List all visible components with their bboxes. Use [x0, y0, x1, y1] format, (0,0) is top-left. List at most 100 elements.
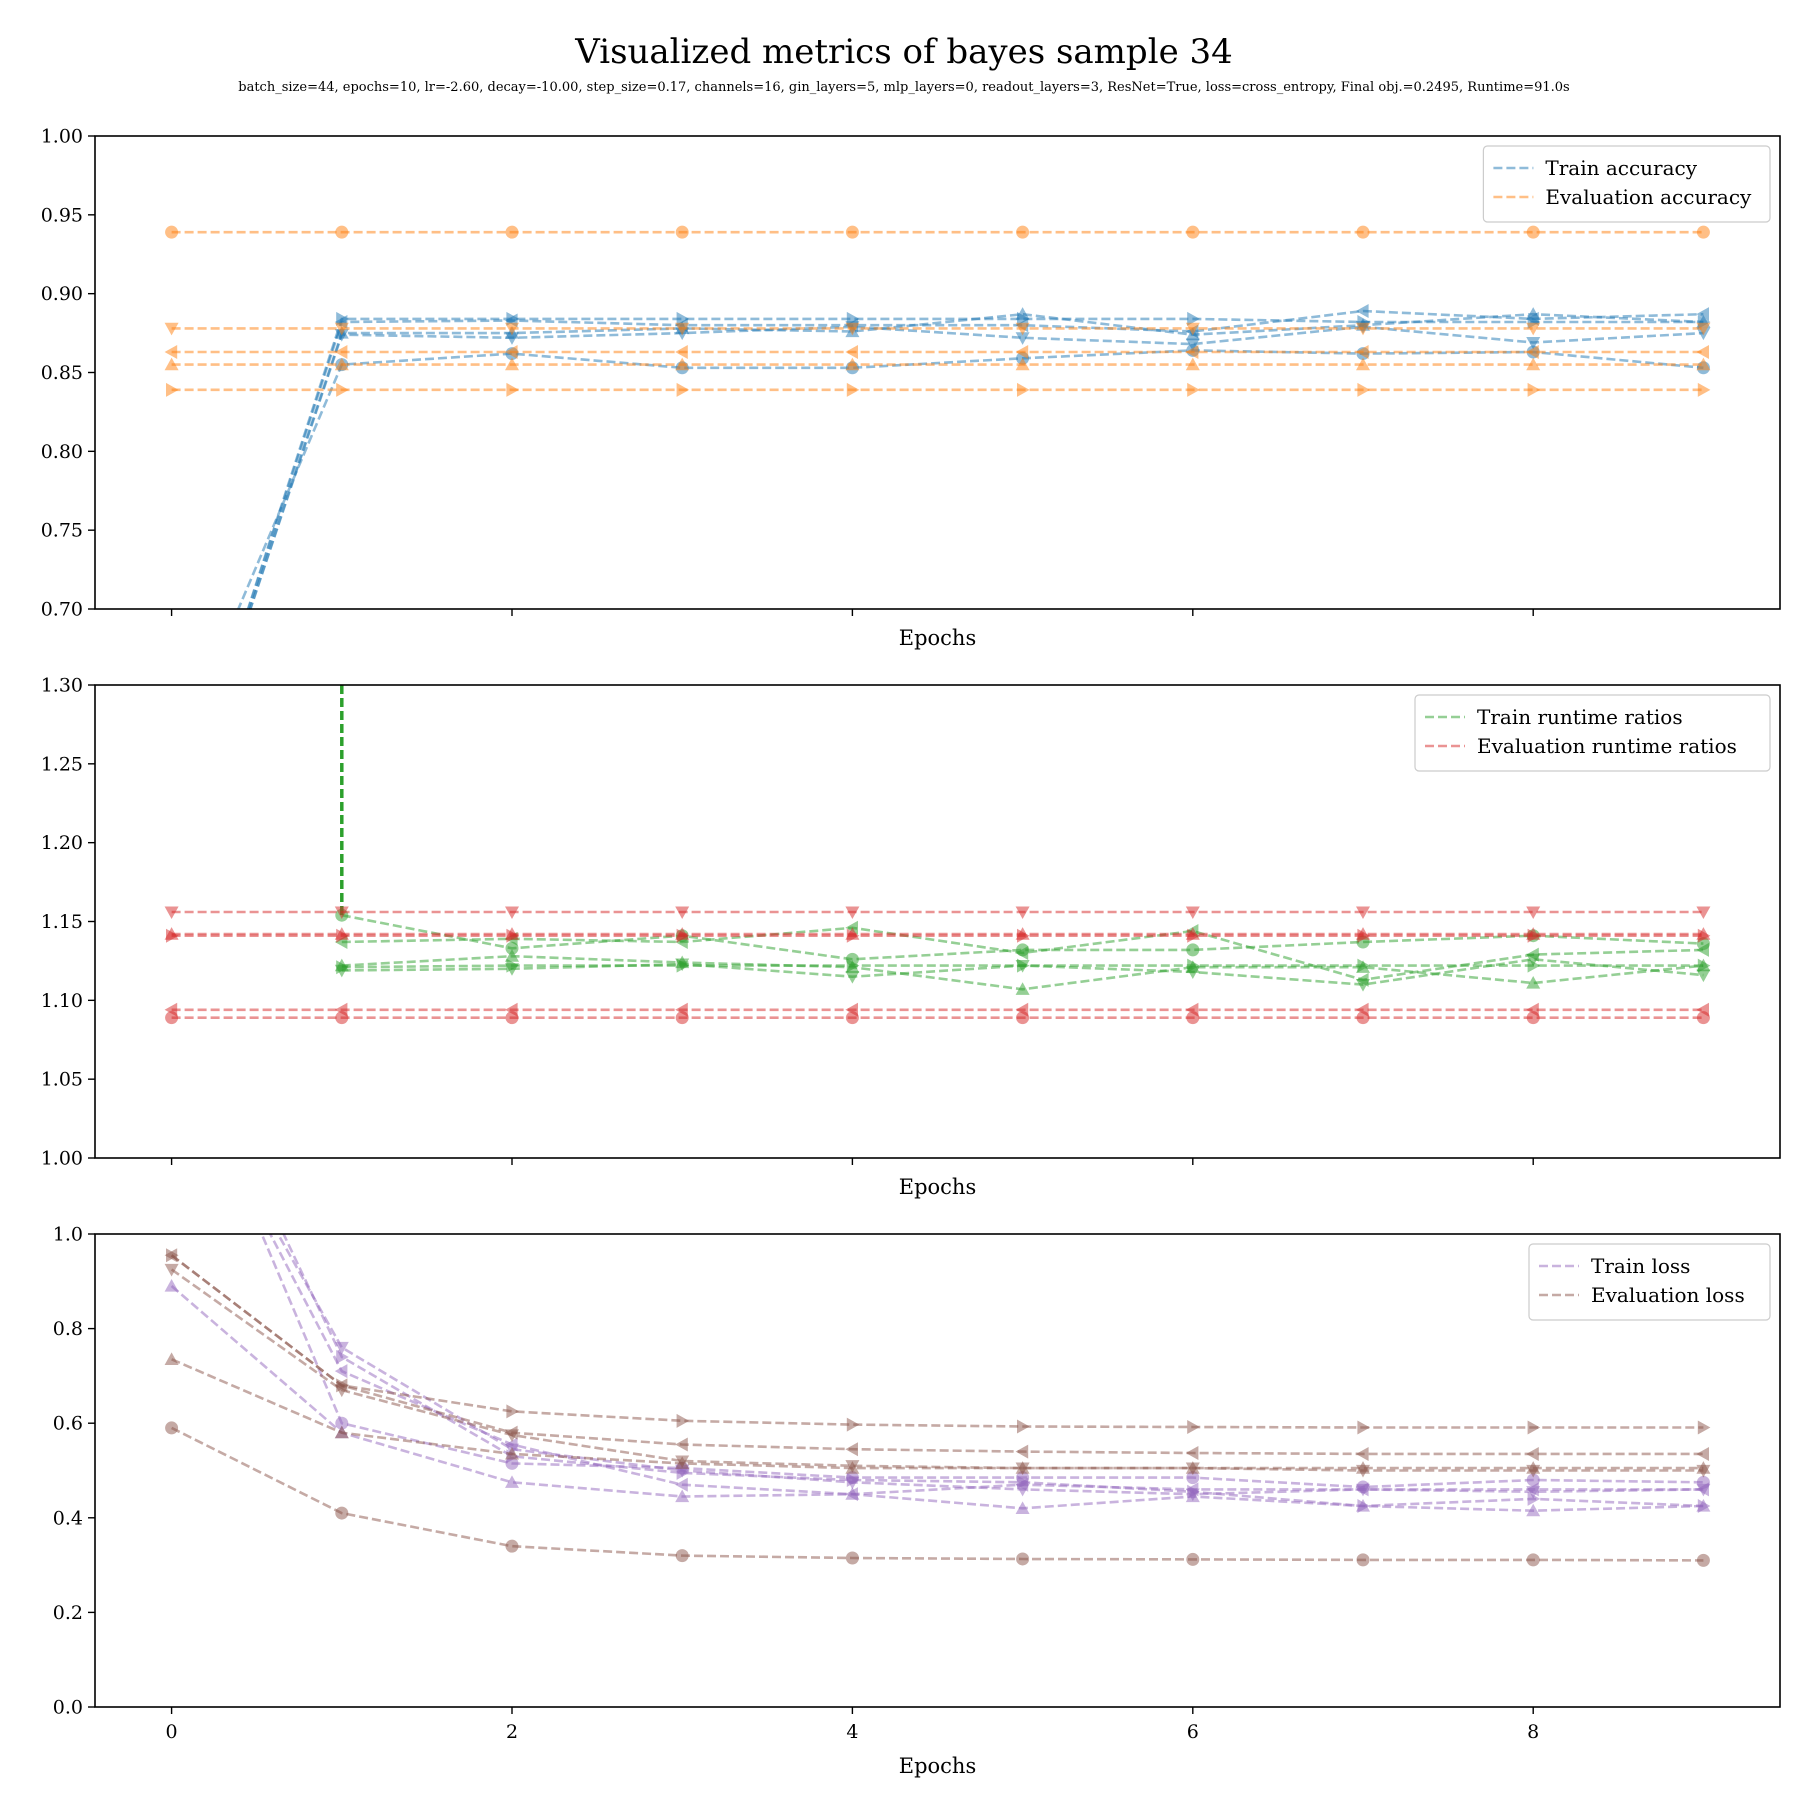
series-point-1-10-2	[505, 1011, 519, 1025]
series-point-2-4-0	[166, 991, 179, 1005]
series-point-1-4-7	[1357, 958, 1371, 973]
y-tick-label-0-3: 0.85	[41, 362, 83, 384]
series-point-1-3-4	[845, 971, 860, 984]
legend-2: Train loss Evaluation loss	[1528, 1243, 1771, 1321]
series-line-2-8	[170, 1254, 1704, 1456]
x-tick-label-2-1: 2	[506, 1721, 518, 1743]
series-point-1-6-1	[334, 906, 349, 920]
series-point-0-5-3	[675, 225, 689, 239]
series-point-2-7-0	[164, 1263, 179, 1277]
series-point-2-2-1	[334, 1341, 349, 1355]
plot-area-2	[164, 991, 1711, 1567]
series-point-1-6-9	[1696, 906, 1711, 920]
legend-label-1-1: Evaluation runtime ratios	[1477, 734, 1737, 758]
series-point-1-0-6	[1186, 943, 1200, 957]
series-point-0-6-3	[675, 322, 690, 336]
series-point-1-1-5	[1015, 946, 1029, 961]
series-point-2-4-8	[1527, 1491, 1541, 1506]
series-point-1-8-4	[846, 928, 860, 943]
series-point-1-4-3	[676, 958, 690, 973]
series-point-2-3-4	[845, 1487, 858, 1502]
series-point-1-3-8	[1526, 953, 1541, 967]
series-point-2-2-0	[165, 1039, 179, 1052]
series-point-0-4-6	[1187, 311, 1200, 326]
series-point-0-9-4	[846, 382, 860, 397]
chart-subtitle: batch_size=44, epochs=10, lr=-2.60, deca…	[238, 80, 1569, 95]
series-point-2-0-0	[164, 1279, 179, 1292]
y-tick-label-0-0: 0.70	[41, 599, 83, 621]
series-point-2-7-4	[845, 1460, 860, 1473]
series-point-0-1-0	[165, 839, 179, 852]
y-tick-label-1-1: 1.05	[41, 1069, 83, 1091]
series-point-0-2-0	[165, 840, 179, 853]
legend-label-1-0: Train runtime ratios	[1477, 705, 1683, 729]
series-point-2-7-3	[675, 1455, 690, 1469]
series-point-2-9-2	[506, 1404, 519, 1419]
series-point-0-9-6	[1187, 382, 1200, 397]
y-tick-label-1-3: 1.15	[41, 911, 83, 933]
series-point-1-2-5	[1015, 982, 1030, 995]
series-line-0-2	[249, 325, 1704, 609]
series-point-2-6-0	[164, 1352, 179, 1365]
x-tick-label-2-0: 0	[166, 1721, 178, 1743]
axes-frame-2	[94, 1233, 1781, 1708]
series-point-2-0-2	[504, 1475, 519, 1488]
legend-label-2-0: Train loss	[1591, 1254, 1690, 1278]
series-point-0-7-2	[504, 345, 518, 360]
series-point-0-5-5	[1016, 225, 1030, 239]
series-point-2-0-8	[1526, 1503, 1541, 1517]
series-point-0-4-0	[166, 839, 179, 853]
series-point-2-9-4	[846, 1417, 860, 1432]
series-point-0-9-2	[506, 382, 519, 397]
series-point-1-6-4	[845, 906, 860, 920]
series-point-2-6-1	[334, 1425, 349, 1439]
series-point-2-3-3	[675, 1477, 688, 1492]
series-point-0-7-3	[675, 345, 688, 360]
series-point-0-4-3	[676, 311, 690, 326]
series-point-2-1-8	[1526, 1473, 1540, 1487]
series-point-0-7-8	[1526, 345, 1539, 360]
legend-box-0	[1482, 145, 1771, 223]
series-point-0-4-1	[336, 311, 349, 326]
series-point-2-4-1	[336, 1349, 349, 1364]
series-point-0-5-8	[1526, 225, 1540, 239]
series-point-0-5-9	[1696, 225, 1710, 239]
series-point-0-3-7	[1356, 304, 1369, 319]
series-point-2-5-1	[335, 1506, 349, 1520]
y-tick-label-0-5: 0.95	[41, 204, 83, 226]
series-point-2-9-1	[336, 1378, 349, 1393]
series-point-2-5-7	[1356, 1553, 1370, 1567]
legend-box-2	[1528, 1243, 1771, 1321]
y-tick-label-1-5: 1.25	[41, 753, 83, 775]
series-point-1-8-7	[1357, 928, 1371, 943]
chart-title: Visualized metrics of bayes sample 34	[574, 32, 1233, 72]
series-point-1-10-7	[1356, 1011, 1370, 1025]
series-point-1-3-9	[1696, 969, 1711, 983]
series-point-0-2-6	[1185, 338, 1200, 352]
series-point-1-10-1	[335, 1011, 349, 1025]
y-tick-label-0-6: 1.00	[41, 126, 83, 148]
series-point-0-8-0	[164, 357, 179, 371]
series-point-2-9-5	[1017, 1419, 1030, 1434]
x-axis-label-0: Epochs	[899, 626, 976, 650]
series-point-2-7-9	[1696, 1464, 1711, 1478]
series-point-1-8-0	[165, 928, 179, 943]
series-line-2-4	[282, 1234, 1704, 1508]
series-point-2-3-0	[165, 1038, 178, 1052]
series-point-2-1-6	[1186, 1471, 1200, 1485]
series-point-0-8-9	[1696, 357, 1711, 371]
series-line-2-1	[260, 1234, 1704, 1489]
series-point-2-5-6	[1186, 1552, 1200, 1566]
series-point-2-3-9	[1696, 1482, 1710, 1497]
series-point-0-5-0	[165, 225, 179, 239]
series-point-1-6-6	[1185, 906, 1200, 920]
series-point-2-8-6	[1185, 1445, 1199, 1460]
series-line-2-9	[170, 1254, 1704, 1429]
series-point-0-6-5	[1015, 322, 1030, 336]
series-point-2-7-7	[1356, 1464, 1371, 1478]
series-line-2-5	[171, 1426, 1704, 1562]
series-point-2-8-2	[504, 1425, 518, 1440]
series-point-1-10-3	[675, 1011, 689, 1025]
series-point-1-10-5	[1016, 1011, 1030, 1025]
